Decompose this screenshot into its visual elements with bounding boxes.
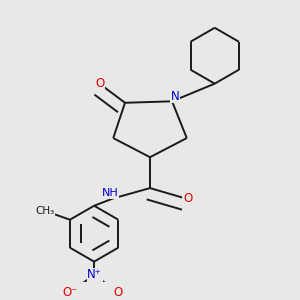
Text: O: O (113, 286, 122, 299)
Text: O: O (183, 192, 192, 205)
Text: CH₃: CH₃ (35, 206, 55, 216)
Text: NH: NH (102, 188, 119, 198)
Text: N⁺: N⁺ (87, 268, 102, 281)
Text: O: O (95, 77, 105, 90)
Text: N: N (171, 89, 179, 103)
Text: O⁻: O⁻ (63, 286, 78, 299)
